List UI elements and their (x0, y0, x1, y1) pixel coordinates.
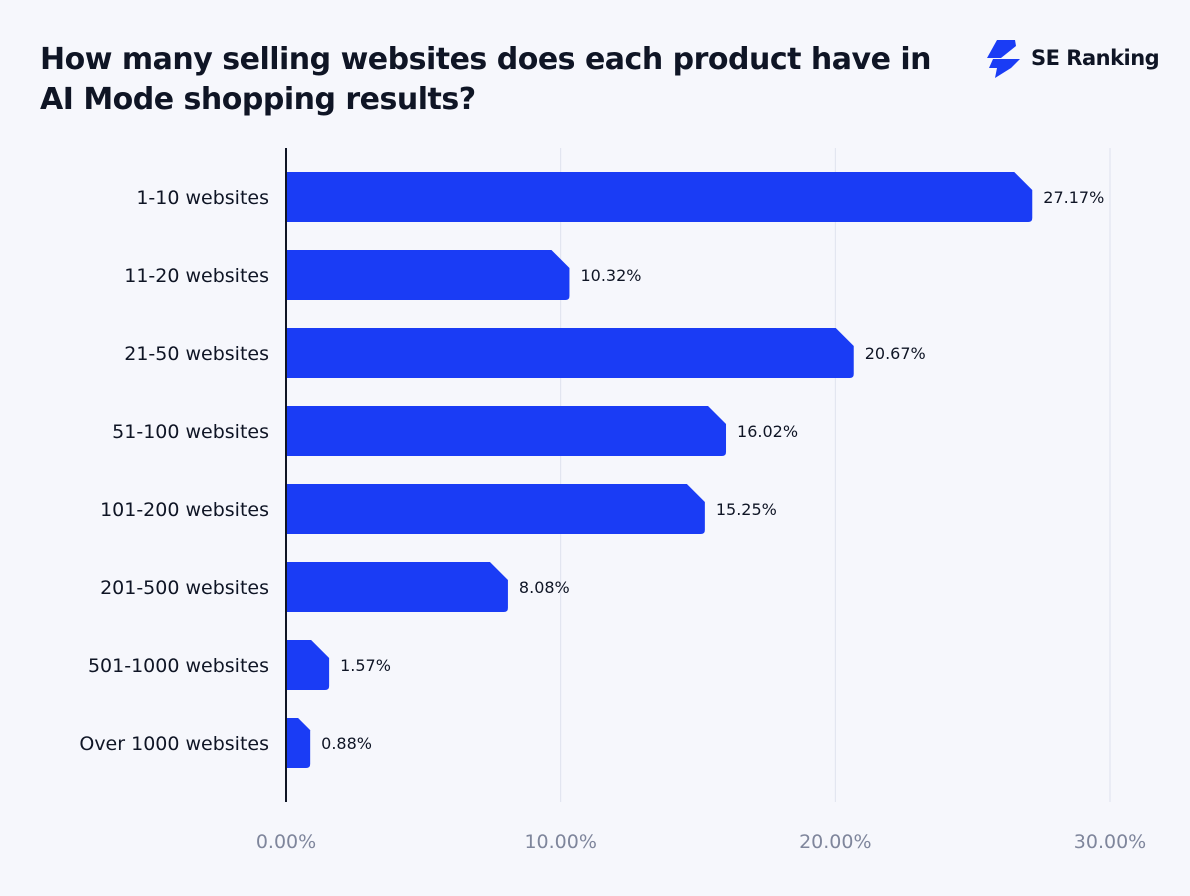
x-tick-label: 30.00% (1074, 831, 1146, 853)
category-label: 101-200 websites (100, 499, 269, 521)
data-label: 27.17% (1043, 188, 1104, 207)
category-label: 51-100 websites (112, 421, 269, 443)
x-tick-label: 10.00% (524, 831, 596, 853)
category-label: 1-10 websites (136, 187, 269, 209)
data-label: 0.88% (321, 734, 372, 753)
category-label: 11-20 websites (124, 265, 269, 287)
bar (286, 640, 330, 690)
category-label: Over 1000 websites (79, 733, 269, 755)
chart-title: How many selling websites does each prod… (40, 42, 932, 117)
category-label: 201-500 websites (100, 577, 269, 599)
x-tick-label: 20.00% (799, 831, 871, 853)
bar (286, 172, 1033, 222)
se-ranking-logo: SE Ranking (985, 38, 1160, 78)
category-label: 501-1000 websites (88, 655, 269, 677)
bar (286, 718, 311, 768)
bar (286, 250, 570, 300)
logo-text: SE Ranking (1031, 46, 1160, 70)
bar (286, 484, 705, 534)
data-label: 20.67% (865, 344, 926, 363)
category-label: 21-50 websites (124, 343, 269, 365)
data-label: 10.32% (580, 266, 641, 285)
data-label: 16.02% (737, 422, 798, 441)
data-label: 8.08% (519, 578, 570, 597)
data-label: 1.57% (340, 656, 391, 675)
bar (286, 562, 508, 612)
x-tick-label: 0.00% (256, 831, 316, 853)
bar (286, 406, 727, 456)
se-ranking-logo-icon (987, 40, 1020, 78)
data-label: 15.25% (716, 500, 777, 519)
bar (286, 328, 854, 378)
